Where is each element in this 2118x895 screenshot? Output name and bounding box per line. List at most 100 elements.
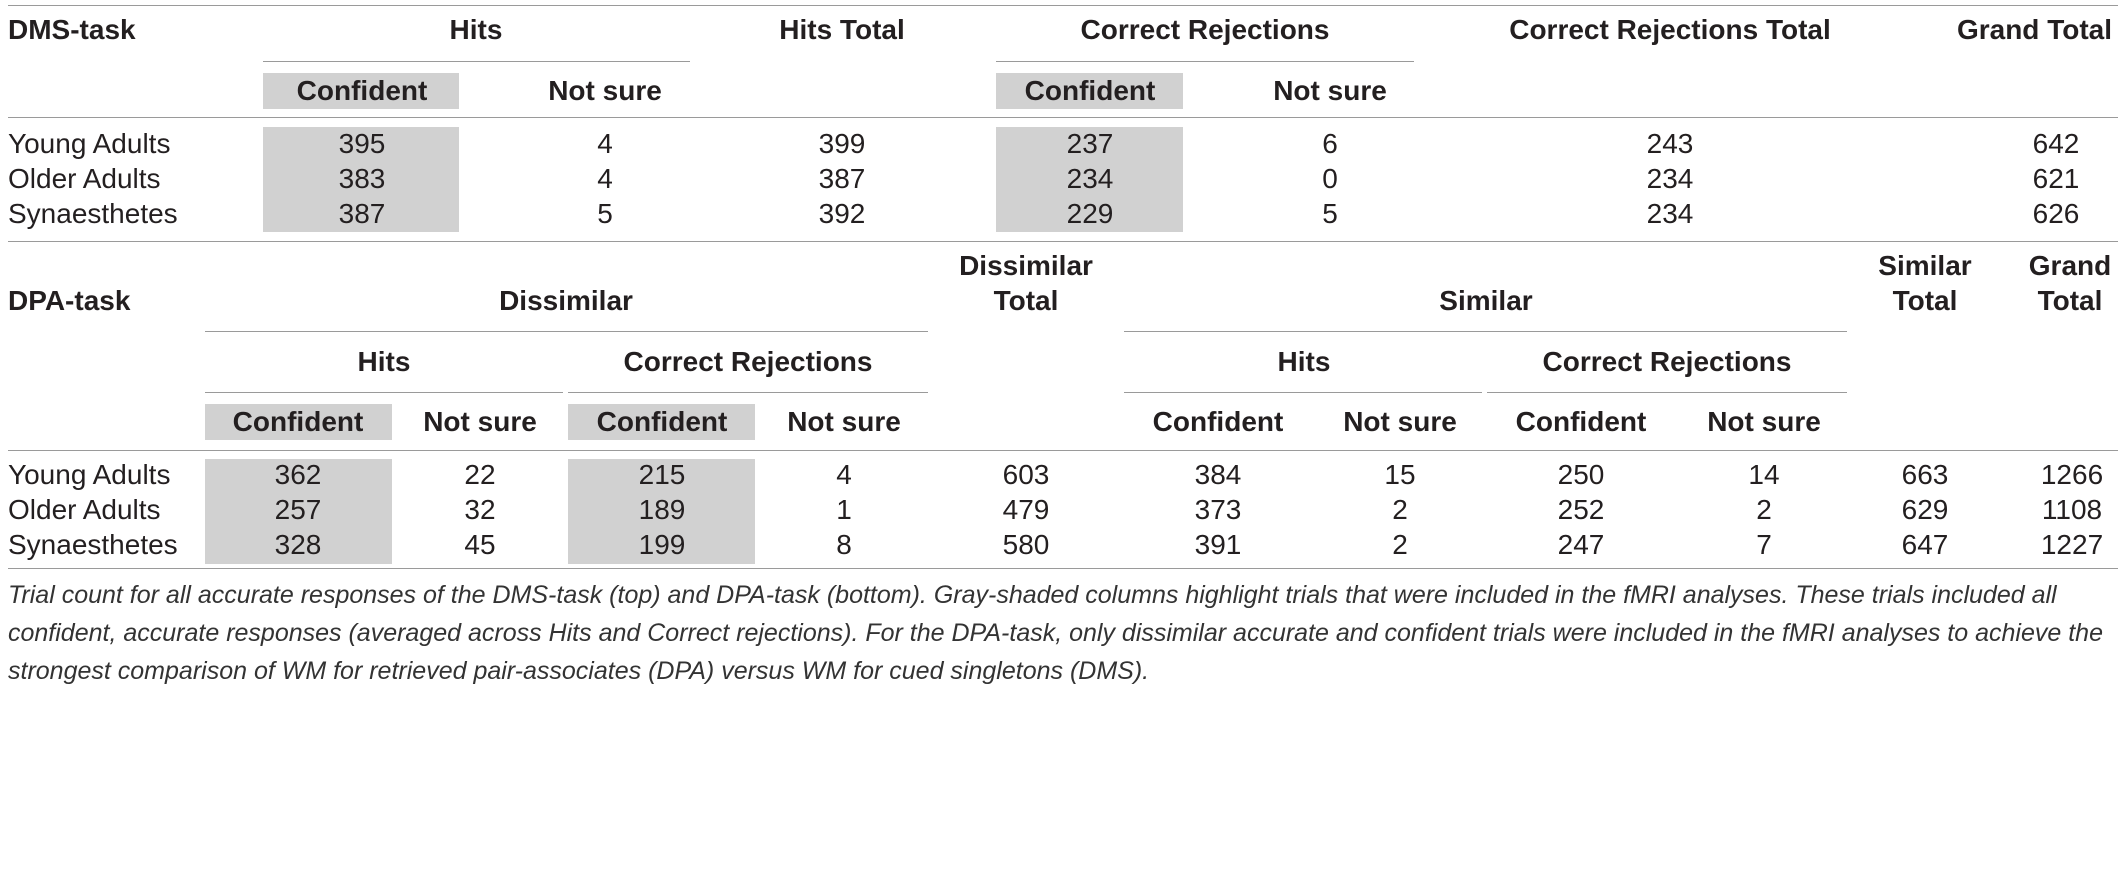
dpa-dissimilar-total-header-line1: Dissimilar xyxy=(959,250,1093,281)
dpa-cell-d-cr-confident: 215 xyxy=(638,459,686,490)
dms-cell-cr-not-sure: 0 xyxy=(1322,163,1338,194)
dpa-hits-confident-header-shade xyxy=(205,404,392,440)
dpa-cell-s-hits-confident: 373 xyxy=(1194,494,1242,525)
dpa-d-hits-confident-header: Confident xyxy=(232,406,364,437)
dms-cell-hits-not-sure: 5 xyxy=(597,198,613,229)
dpa-cr-confident-header-shade xyxy=(568,404,755,440)
dpa-cell-dissimilar-total: 603 xyxy=(1002,459,1050,490)
dpa-dissimilar-hits-header: Hits xyxy=(357,346,411,377)
dpa-s-hits-not-sure-header: Not sure xyxy=(1343,406,1457,437)
dpa-cell-s-hits-confident: 391 xyxy=(1194,529,1242,560)
dpa-cell-grand-total: 1108 xyxy=(2041,494,2103,525)
dpa-dissimilar-header: Dissimilar xyxy=(499,285,633,316)
dpa-cell-d-hits-not-sure: 32 xyxy=(464,494,496,525)
dpa-s-cr-not-sure-header: Not sure xyxy=(1707,406,1821,437)
dpa-similar-header: Similar xyxy=(1439,285,1533,316)
dpa-cell-similar-total: 647 xyxy=(1901,529,1949,560)
dpa-hits-confident-column-shade xyxy=(205,459,392,564)
dms-grand-total-header: Grand Total xyxy=(1956,14,2112,45)
dpa-cell-d-hits-confident: 362 xyxy=(274,459,322,490)
dpa-cell-d-cr-not-sure: 4 xyxy=(836,459,852,490)
dpa-cell-dissimilar-total: 580 xyxy=(1002,529,1050,560)
dpa-grand-total-header-line1: Grand xyxy=(2028,250,2112,281)
dpa-cell-s-cr-not-sure: 7 xyxy=(1756,529,1772,560)
dms-cr-not-sure-header: Not sure xyxy=(1273,75,1387,106)
dms-cr-total-header: Correct Rejections Total xyxy=(1509,14,1831,45)
dpa-cell-s-cr-confident: 250 xyxy=(1557,459,1605,490)
dpa-cell-d-cr-not-sure: 8 xyxy=(836,529,852,560)
dpa-cell-d-hits-not-sure: 45 xyxy=(464,529,496,560)
dms-cell-cr-total: 243 xyxy=(1646,128,1694,159)
dpa-cell-s-cr-confident: 247 xyxy=(1557,529,1605,560)
dpa-row-group: Older Adults xyxy=(8,494,161,525)
dms-cr-underline xyxy=(996,61,1414,62)
dpa-similar-cr-underline xyxy=(1487,392,1847,393)
dms-cell-hits-total: 387 xyxy=(818,163,866,194)
dpa-cell-d-cr-confident: 189 xyxy=(638,494,686,525)
dms-cell-hits-total: 392 xyxy=(818,198,866,229)
dms-cell-hits-not-sure: 4 xyxy=(597,163,613,194)
dms-row-group: Synaesthetes xyxy=(8,198,178,229)
dpa-row-group: Young Adults xyxy=(8,459,171,490)
dms-cr-confident-header-shade xyxy=(996,73,1183,109)
dms-cell-hits-confident: 387 xyxy=(338,198,386,229)
dms-cr-confident-header: Confident xyxy=(1024,75,1156,106)
dpa-cell-similar-total: 629 xyxy=(1901,494,1949,525)
dpa-cell-d-cr-confident: 199 xyxy=(638,529,686,560)
dpa-cell-s-cr-not-sure: 2 xyxy=(1756,494,1772,525)
dms-cell-cr-total: 234 xyxy=(1646,198,1694,229)
dms-task-title: DMS-task xyxy=(8,14,136,45)
dpa-cr-confident-column-shade xyxy=(568,459,755,564)
dpa-cell-grand-total: 1227 xyxy=(2040,529,2104,560)
dpa-grand-total-header-line2: Total xyxy=(2037,285,2103,316)
dms-hits-underline xyxy=(263,61,690,62)
dpa-similar-hits-underline xyxy=(1124,392,1482,393)
dpa-task-title: DPA-task xyxy=(8,285,131,316)
dpa-cell-d-hits-not-sure: 22 xyxy=(464,459,496,490)
dms-hits-confident-header: Confident xyxy=(296,75,428,106)
dpa-cell-s-hits-not-sure: 15 xyxy=(1384,459,1416,490)
dms-cell-cr-confident: 229 xyxy=(1066,198,1114,229)
dpa-cell-grand-total: 1266 xyxy=(2040,459,2104,490)
dms-cell-hits-confident: 383 xyxy=(338,163,386,194)
dms-cell-cr-not-sure: 5 xyxy=(1322,198,1338,229)
dms-cr-confident-column-shade xyxy=(996,127,1183,232)
dms-cell-hits-not-sure: 4 xyxy=(597,128,613,159)
dms-row-group: Older Adults xyxy=(8,163,161,194)
dms-row-group: Young Adults xyxy=(8,128,171,159)
dpa-cell-d-hits-confident: 257 xyxy=(274,494,322,525)
dms-cell-grand-total: 621 xyxy=(2032,163,2080,194)
dpa-cell-s-hits-not-sure: 2 xyxy=(1392,529,1408,560)
dms-cell-grand-total: 626 xyxy=(2032,198,2080,229)
dms-hits-total-header: Hits Total xyxy=(779,14,905,45)
dpa-cell-s-cr-confident: 252 xyxy=(1557,494,1605,525)
dpa-s-hits-confident-header: Confident xyxy=(1152,406,1284,437)
top-rule xyxy=(8,5,2118,6)
dms-cell-cr-not-sure: 6 xyxy=(1322,128,1338,159)
dpa-dissimilar-cr-underline xyxy=(568,392,928,393)
dpa-cell-s-cr-not-sure: 14 xyxy=(1748,459,1780,490)
dpa-d-cr-confident-header: Confident xyxy=(596,406,728,437)
dpa-s-cr-confident-header: Confident xyxy=(1515,406,1647,437)
dms-cr-header: Correct Rejections xyxy=(1080,14,1330,45)
dpa-dissimilar-total-header-line2: Total xyxy=(993,285,1059,316)
dpa-similar-total-header-line2: Total xyxy=(1892,285,1958,316)
dpa-cell-similar-total: 663 xyxy=(1901,459,1949,490)
dpa-d-hits-not-sure-header: Not sure xyxy=(423,406,537,437)
dpa-similar-underline xyxy=(1124,331,1847,332)
dpa-header-bottom-rule xyxy=(8,450,2118,451)
dms-cell-cr-total: 234 xyxy=(1646,163,1694,194)
dpa-cell-dissimilar-total: 479 xyxy=(1002,494,1050,525)
dpa-dissimilar-cr-header: Correct Rejections xyxy=(623,346,873,377)
dms-cell-grand-total: 642 xyxy=(2032,128,2080,159)
dms-hits-confident-header-shade xyxy=(263,73,459,109)
dpa-similar-total-header-line1: Similar xyxy=(1878,250,1972,281)
dpa-cell-d-cr-not-sure: 1 xyxy=(836,494,852,525)
dms-cell-hits-total: 399 xyxy=(818,128,866,159)
dpa-similar-hits-header: Hits xyxy=(1277,346,1331,377)
dms-cell-cr-confident: 237 xyxy=(1066,128,1114,159)
dpa-row-group: Synaesthetes xyxy=(8,529,178,560)
bottom-rule xyxy=(8,568,2118,569)
dpa-cell-s-hits-confident: 384 xyxy=(1194,459,1242,490)
section-divider-rule xyxy=(8,241,2118,242)
